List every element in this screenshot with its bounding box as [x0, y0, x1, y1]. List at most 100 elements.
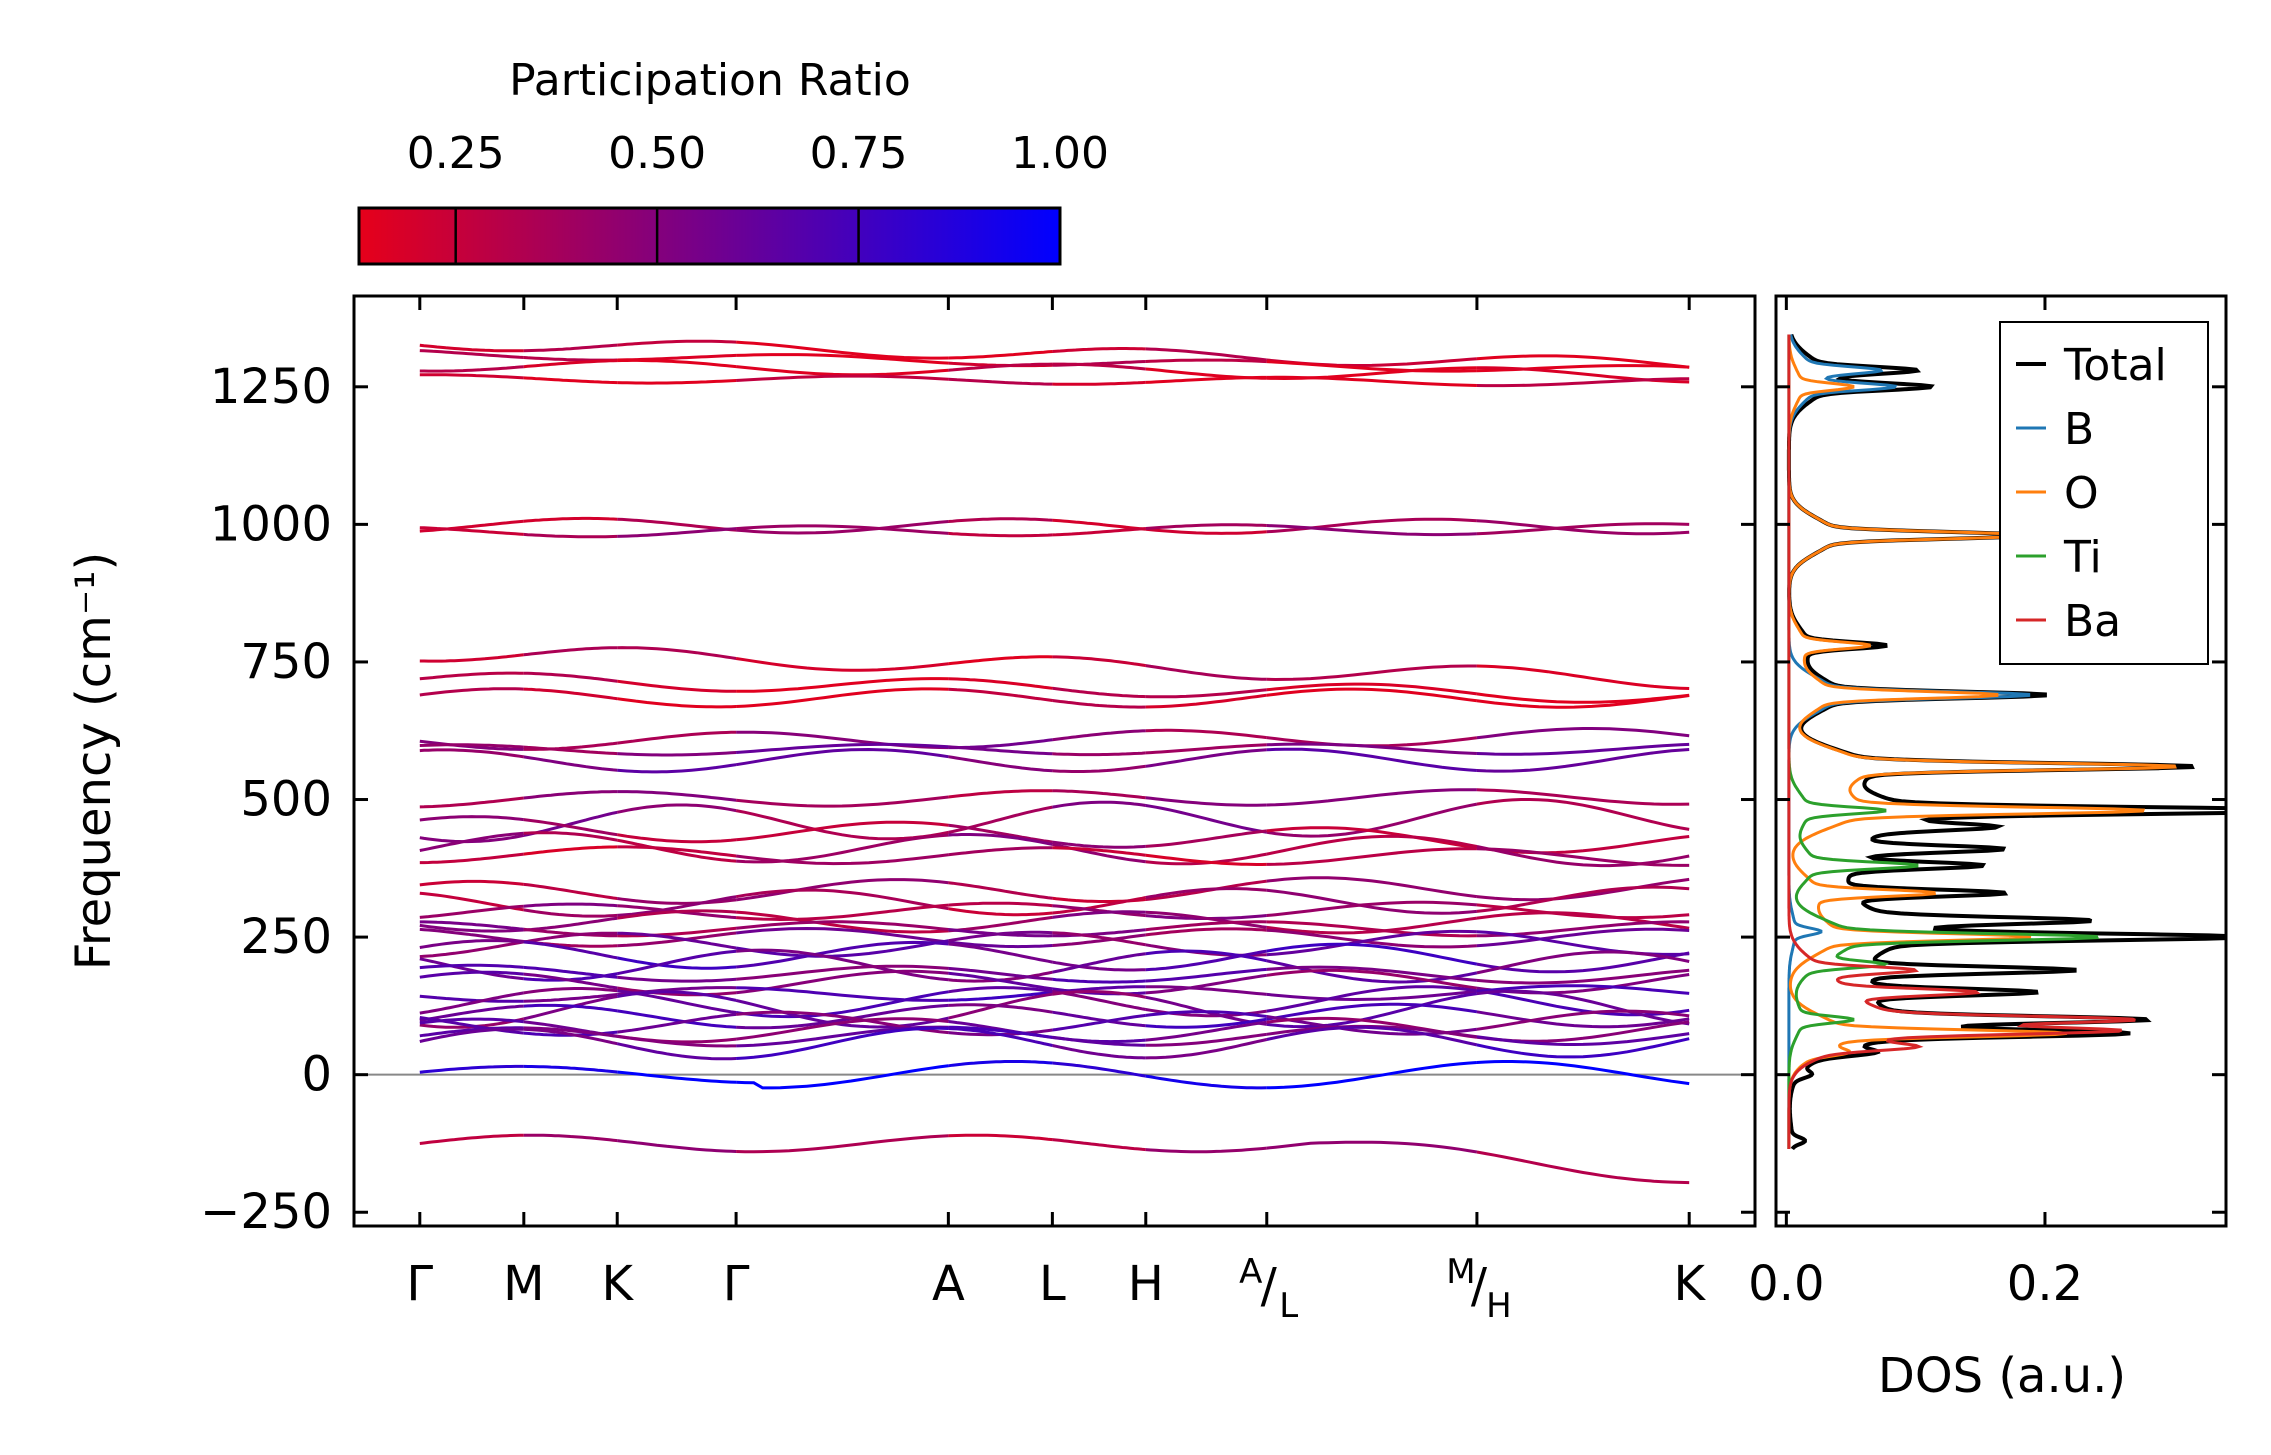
x-tick-label: H	[1128, 1256, 1164, 1312]
band-line	[523, 755, 618, 772]
band-line	[1052, 990, 1147, 999]
band-line	[1145, 796, 1267, 807]
band-line	[1266, 375, 1477, 387]
band-line	[1052, 933, 1146, 947]
band-line	[1052, 1138, 1146, 1152]
band-line	[948, 833, 1053, 846]
band-line	[1052, 928, 1146, 938]
band-line	[523, 376, 618, 385]
band-line	[617, 339, 737, 347]
band-line	[617, 895, 737, 917]
band-line	[1266, 989, 1478, 1002]
band-line	[419, 920, 524, 931]
band-line	[1145, 949, 1268, 963]
band-line	[616, 838, 737, 863]
x-tick-label: M	[503, 1256, 544, 1312]
dos-axes-frame	[1774, 294, 2228, 1228]
band-line	[419, 939, 524, 949]
band-line	[419, 526, 524, 536]
band-line	[1145, 804, 1268, 834]
band-line	[948, 1060, 1053, 1068]
x-tick-label: L	[1039, 1256, 1066, 1312]
x-axis-ticks: Γ M K Γ A L H A/LM/H K	[406, 296, 1706, 1326]
band-line	[1266, 992, 1478, 1029]
colorbar-ticks: 0.25 0.50 0.75 1.00	[407, 128, 1109, 264]
band-line	[523, 343, 618, 353]
band-line	[1476, 694, 1690, 709]
band-line	[523, 1133, 618, 1143]
colorbar-label: Participation Ratio	[509, 55, 911, 106]
band-line	[1145, 927, 1267, 937]
band-line	[616, 909, 737, 920]
band-line	[948, 655, 1053, 666]
band-line	[1476, 519, 1690, 536]
band-line	[1145, 693, 1268, 709]
band-line	[419, 743, 524, 749]
band-line	[419, 1027, 524, 1043]
band-line	[948, 823, 1053, 844]
band-line	[1052, 931, 1147, 947]
band-line	[948, 362, 1053, 372]
band-line	[419, 653, 524, 663]
band-line	[1145, 1038, 1268, 1060]
legend: Total BO Ti Ba	[1999, 321, 2209, 665]
band-line	[1052, 1035, 1146, 1047]
band-line	[523, 987, 618, 995]
band-line	[1476, 989, 1690, 1026]
band-line	[1145, 527, 1267, 535]
band-line	[617, 646, 737, 660]
band-line	[735, 948, 949, 982]
band-line	[1476, 727, 1690, 740]
band-line	[617, 931, 737, 948]
band-line	[948, 846, 1053, 857]
band-line	[1476, 1150, 1690, 1185]
band-line	[1266, 916, 1478, 935]
dos-x-tick-label: 0.0	[1748, 1256, 1824, 1312]
band-line	[1266, 900, 1478, 917]
band-line	[617, 751, 737, 757]
band-line	[523, 790, 618, 800]
band-line	[1476, 847, 1690, 867]
band-line	[419, 991, 525, 1015]
band-line	[523, 908, 618, 918]
band-line	[523, 646, 618, 657]
x-tick-label: Γ	[723, 1256, 750, 1312]
band-line	[735, 926, 949, 944]
band-line	[1476, 748, 1690, 773]
band-line	[616, 897, 737, 905]
band-line	[523, 916, 618, 932]
colorbar-gradient	[357, 206, 1062, 266]
band-line	[1266, 1061, 1478, 1090]
band-line	[419, 963, 524, 970]
colorbar-tick-label: 0.25	[407, 128, 505, 179]
band-line	[1476, 885, 1690, 913]
band-line	[736, 353, 949, 365]
band-line	[616, 679, 737, 693]
band-line	[1145, 1020, 1267, 1042]
band-line	[1145, 347, 1267, 362]
band-line	[948, 907, 1053, 917]
band-line	[617, 1139, 737, 1153]
band-line	[419, 1017, 524, 1025]
band-line	[1052, 1044, 1146, 1060]
band-line	[1145, 910, 1268, 929]
band-line	[736, 687, 949, 708]
band-line	[1145, 920, 1267, 932]
dos-lines	[1786, 333, 2226, 1151]
band-line	[523, 516, 618, 523]
band-line	[1266, 664, 1477, 682]
band-line	[523, 972, 618, 990]
band-line	[616, 949, 737, 976]
x-tick-label: M/H	[1446, 1252, 1511, 1326]
band-line	[617, 358, 737, 369]
band-line	[1052, 800, 1147, 809]
band-line	[736, 833, 949, 864]
band-line	[1145, 375, 1267, 384]
band-line	[616, 956, 737, 970]
band-line	[735, 820, 949, 842]
band-line	[617, 517, 737, 532]
band-line	[735, 853, 949, 866]
band-line	[1145, 829, 1267, 848]
